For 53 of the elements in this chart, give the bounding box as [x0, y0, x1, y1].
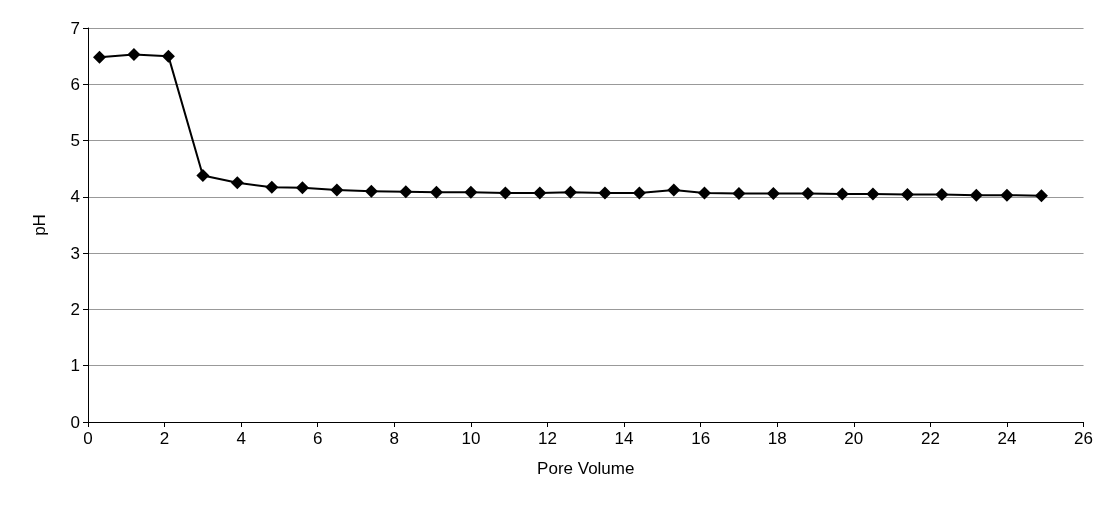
- point: [835, 187, 849, 201]
- x-tick-label: 20: [844, 429, 864, 448]
- x-axis-title: Pore Volume: [537, 459, 635, 478]
- point: [732, 186, 746, 200]
- point: [697, 186, 711, 200]
- x-tick-label: 24: [997, 429, 1017, 448]
- point: [127, 47, 141, 61]
- point: [498, 186, 512, 200]
- x-tick-label: 12: [538, 429, 557, 448]
- y-tick-label: 0: [70, 412, 80, 432]
- y-tick-label: 4: [70, 187, 80, 207]
- x-tick-label: 14: [614, 429, 634, 448]
- point: [399, 185, 413, 199]
- y-tick-label: 1: [70, 356, 80, 376]
- point: [533, 186, 547, 200]
- point: [230, 176, 244, 190]
- x-tick-label: 2: [159, 429, 170, 448]
- x-tick-label: 16: [691, 429, 711, 448]
- x-tick-label: 0: [83, 429, 93, 448]
- y-tick-label: 5: [70, 131, 80, 151]
- point: [464, 185, 478, 199]
- y-tick-label: 2: [70, 299, 80, 319]
- y-axis-title: pH: [30, 214, 49, 236]
- point: [429, 185, 443, 199]
- x-tick-label: 10: [461, 429, 481, 448]
- point: [632, 186, 646, 200]
- x-tick-label: 26: [1074, 429, 1094, 448]
- point: [563, 185, 577, 199]
- y-tick-label: 3: [70, 243, 80, 263]
- x-tick-label: 8: [389, 429, 400, 448]
- point: [935, 188, 949, 202]
- point: [1000, 188, 1014, 202]
- point: [667, 183, 681, 197]
- point: [598, 186, 612, 200]
- point: [969, 188, 983, 202]
- point: [196, 168, 210, 182]
- y-tick-label: 6: [70, 74, 80, 94]
- point: [161, 49, 175, 63]
- x-tick-label: 18: [767, 429, 787, 448]
- point: [364, 184, 378, 198]
- point: [295, 181, 309, 195]
- point: [866, 187, 880, 201]
- point: [92, 50, 106, 64]
- point: [1034, 189, 1048, 203]
- y-tick-label: 7: [70, 18, 80, 38]
- point: [801, 186, 815, 200]
- x-tick-label: 22: [920, 429, 940, 448]
- point: [766, 186, 780, 200]
- point: [265, 180, 279, 194]
- x-tick-label: 6: [313, 429, 323, 448]
- point: [330, 183, 344, 197]
- point: [900, 188, 914, 202]
- x-tick-label: 4: [236, 429, 246, 448]
